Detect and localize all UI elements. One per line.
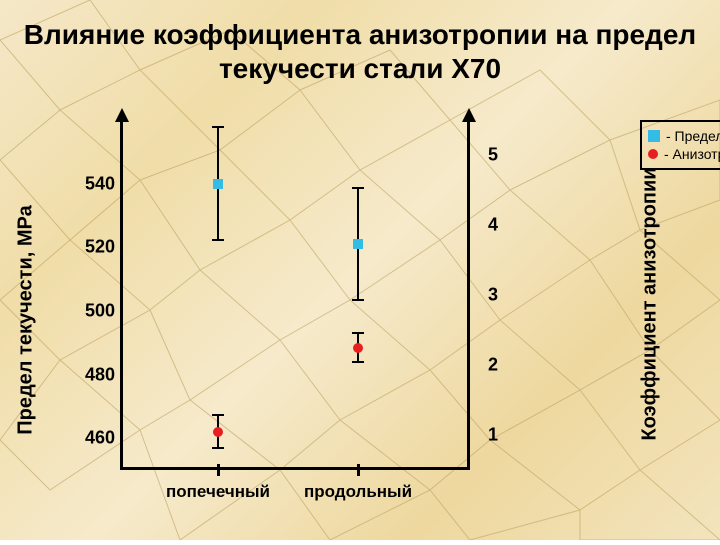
circle-icon — [648, 149, 658, 159]
legend-item-yield: - Предел текучести — [648, 128, 720, 144]
y-tick-left: 520 — [70, 237, 115, 258]
square-marker — [353, 239, 363, 249]
y-tick-left: 500 — [70, 300, 115, 321]
x-axis — [120, 467, 470, 470]
legend-label: - Предел текучести — [666, 128, 720, 144]
plot-area: 46048050052054012345попечечныйпродольный — [120, 120, 470, 470]
chart-title: Влияние коэффициента анизотропии на пред… — [0, 18, 720, 85]
arrowhead-icon — [462, 108, 476, 122]
x-tick-mark — [357, 464, 360, 476]
y-axis-left — [120, 120, 123, 470]
y-axis-left-label: Предел текучести, МРа — [15, 205, 38, 435]
y-tick-left: 540 — [70, 173, 115, 194]
square-marker — [213, 179, 223, 189]
y-tick-right: 5 — [488, 145, 498, 166]
y-tick-right: 4 — [488, 215, 498, 236]
x-tick-label: попечечный — [166, 482, 270, 502]
y-tick-right: 2 — [488, 355, 498, 376]
arrowhead-icon — [115, 108, 129, 122]
square-icon — [648, 130, 660, 142]
y-tick-left: 460 — [70, 428, 115, 449]
circle-marker — [353, 343, 363, 353]
x-tick-label: продольный — [304, 482, 412, 502]
y-tick-right: 1 — [488, 425, 498, 446]
y-axis-right — [467, 120, 470, 470]
chart: Предел текучести, МРа 460480500520540123… — [50, 120, 670, 520]
x-tick-mark — [217, 464, 220, 476]
y-axis-right-label: Коэффициент анизотропии — [639, 167, 662, 440]
y-tick-left: 480 — [70, 364, 115, 385]
y-tick-right: 3 — [488, 285, 498, 306]
legend-label: - Анизотропия — [664, 146, 720, 162]
legend-item-aniso: - Анизотропия — [648, 146, 720, 162]
legend: - Предел текучести - Анизотропия — [640, 120, 720, 170]
circle-marker — [213, 427, 223, 437]
